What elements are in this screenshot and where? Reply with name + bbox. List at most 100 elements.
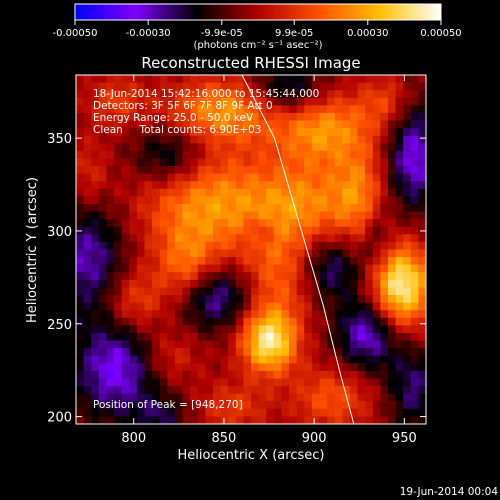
heatmap-pixel [266, 128, 275, 137]
heatmap-pixel [129, 302, 138, 311]
heatmap-pixel [220, 348, 229, 357]
heatmap-pixel [121, 234, 130, 243]
heatmap-pixel [403, 219, 412, 228]
heatmap-pixel [174, 279, 184, 289]
solar-limb-curve [241, 75, 355, 424]
heatmap-pixel [220, 393, 229, 402]
heatmap-pixel [296, 90, 305, 99]
heatmap-pixel [296, 279, 305, 289]
heatmap-pixel [228, 128, 237, 137]
heatmap-pixel [91, 279, 100, 289]
heatmap-pixel [403, 408, 412, 418]
heatmap-pixel [327, 128, 336, 137]
heatmap-pixel [387, 241, 397, 251]
heatmap-pixel [106, 150, 115, 160]
heatmap-pixel [235, 188, 244, 197]
heatmap-pixel [129, 143, 138, 152]
heatmap-pixel [159, 173, 168, 182]
heatmap-pixel [174, 112, 184, 122]
heatmap-pixel [387, 401, 397, 410]
heatmap-pixel [243, 257, 252, 266]
heatmap-pixel [144, 317, 153, 326]
heatmap-pixel [266, 173, 275, 182]
heatmap-pixel [380, 150, 389, 160]
heatmap-pixel [98, 348, 108, 357]
heatmap-pixel [349, 150, 359, 160]
heatmap-pixel [365, 317, 374, 326]
heatmap-pixel [273, 287, 283, 296]
heatmap-pixel [114, 317, 123, 326]
heatmap-pixel [365, 166, 374, 175]
heatmap-pixel [174, 234, 184, 243]
heatmap-pixel [114, 348, 123, 357]
heatmap-pixel [410, 279, 419, 289]
heatmap-pixel [152, 203, 161, 213]
heatmap-pixel [281, 135, 290, 144]
heatmap-pixel [296, 332, 305, 342]
heatmap-pixel [296, 188, 305, 197]
heatmap-pixel [159, 348, 168, 357]
heatmap-pixel [357, 408, 366, 418]
heatmap-pixel [289, 234, 298, 243]
heatmap-pixel [243, 211, 252, 220]
heatmap-pixel [98, 249, 108, 258]
heatmap-pixel [380, 386, 389, 395]
heatmap-pixel [327, 203, 336, 213]
heatmap-pixel [136, 150, 146, 160]
heatmap-pixel [281, 310, 290, 319]
heatmap-pixel [387, 173, 397, 182]
heatmap-pixel [372, 196, 381, 205]
heatmap-pixel [235, 416, 244, 424]
heatmap-pixel [334, 302, 343, 311]
heatmap-pixel [281, 264, 290, 273]
heatmap-pixel [311, 302, 321, 311]
heatmap-pixel [273, 279, 283, 289]
heatmap-pixel [144, 272, 153, 281]
heatmap-pixel [91, 272, 100, 281]
heatmap-pixel [327, 257, 336, 266]
heatmap-pixel [167, 363, 176, 372]
heatmap-pixel [403, 264, 412, 273]
heatmap-pixel [380, 355, 389, 364]
heatmap-pixel [98, 310, 108, 319]
heatmap-pixel [228, 416, 237, 424]
heatmap-pixel [228, 82, 237, 91]
heatmap-pixel [159, 264, 168, 273]
heatmap-pixel [357, 105, 366, 114]
heatmap-pixel [342, 363, 351, 372]
heatmap-pixel [190, 241, 199, 251]
heatmap-pixel [129, 363, 138, 372]
heatmap-pixel [83, 82, 92, 91]
heatmap-pixel [327, 105, 336, 114]
heatmap-pixel [83, 234, 92, 243]
heatmap-pixel [349, 264, 359, 273]
heatmap-pixel [91, 416, 100, 424]
heatmap-pixel [136, 181, 146, 190]
heatmap-pixel [319, 332, 328, 342]
heatmap-pixel [235, 196, 244, 205]
heatmap-pixel [273, 370, 283, 380]
heatmap-pixel [76, 378, 85, 387]
heatmap-pixel [418, 332, 426, 342]
heatmap-pixel [121, 196, 130, 205]
heatmap-pixel [395, 370, 404, 380]
heatmap-pixel [403, 257, 412, 266]
heatmap-pixel [304, 295, 313, 304]
heatmap-pixel [129, 325, 138, 334]
heatmap-pixel [357, 272, 366, 281]
heatmap-pixel [205, 234, 214, 243]
heatmap-pixel [266, 135, 275, 144]
x-tick-label: 900 [302, 431, 327, 446]
heatmap-pixel [167, 75, 176, 84]
heatmap-pixel [106, 416, 115, 424]
heatmap-pixel [129, 264, 138, 273]
heatmap-pixel [76, 340, 85, 349]
heatmap-pixel [114, 226, 123, 235]
heatmap-pixel [334, 97, 343, 106]
heatmap-pixel [251, 105, 260, 114]
heatmap-pixel [380, 363, 389, 372]
heatmap-pixel [410, 150, 419, 160]
heatmap-pixel [121, 416, 130, 424]
heatmap-pixel [182, 226, 191, 235]
heatmap-pixel [228, 386, 237, 395]
